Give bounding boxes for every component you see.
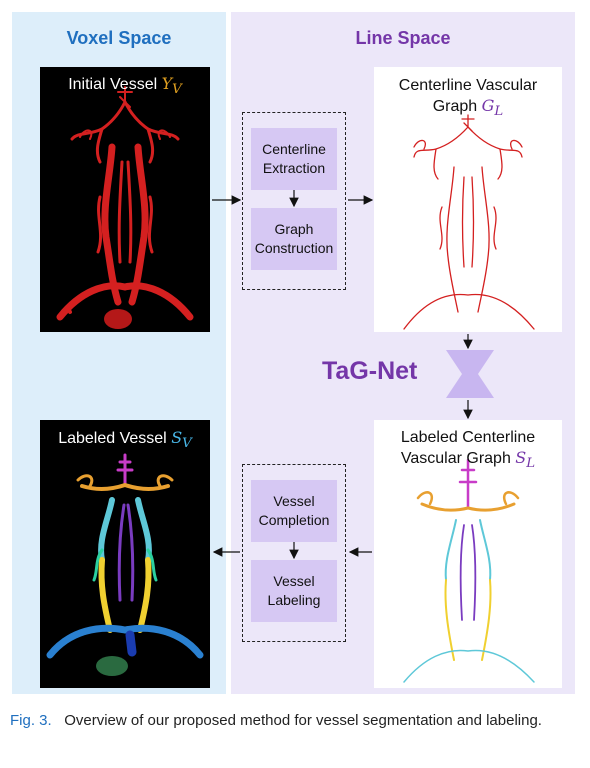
centerline-graph-render xyxy=(403,114,535,330)
centerline-graph-title: Centerline Vascular Graph GL xyxy=(398,77,538,120)
vessel-labeling-step: Vessel Labeling xyxy=(251,560,337,622)
preprocessing-steps-box xyxy=(242,112,346,290)
figure-caption: Fig. 3. Overview of our proposed method … xyxy=(10,711,582,731)
vessel-completion-step: Vessel Completion xyxy=(251,480,337,542)
initial-vessel-render xyxy=(56,86,194,329)
labeled-centerline-graph-render xyxy=(403,458,535,683)
initial-vessel-title: Initial Vessel YV xyxy=(68,74,182,98)
centerline-extraction-step: Centerline Extraction xyxy=(251,128,337,190)
figure-number: Fig. 3. xyxy=(10,712,52,729)
tagnet-label: TaG-Net xyxy=(322,357,418,385)
labeled-centerline-graph-title: Labeled Centerline Vascular Graph SL xyxy=(400,429,536,472)
caption-text: Overview of our proposed method for vess… xyxy=(64,712,542,729)
line-space-label: Line Space xyxy=(355,28,451,48)
postprocessing-steps-box xyxy=(242,464,346,642)
labeled-vessel-image xyxy=(40,420,210,688)
labeled-centerline-graph-image xyxy=(374,420,562,688)
labeled-vessel-title: Labeled Vessel SV xyxy=(58,428,192,452)
voxel-space-label: Voxel Space xyxy=(66,28,172,48)
initial-vessel-image xyxy=(40,67,210,332)
labeled-vessel-render xyxy=(46,453,204,676)
centerline-graph-image xyxy=(374,67,562,332)
graph-construction-step: Graph Construction xyxy=(251,208,337,270)
